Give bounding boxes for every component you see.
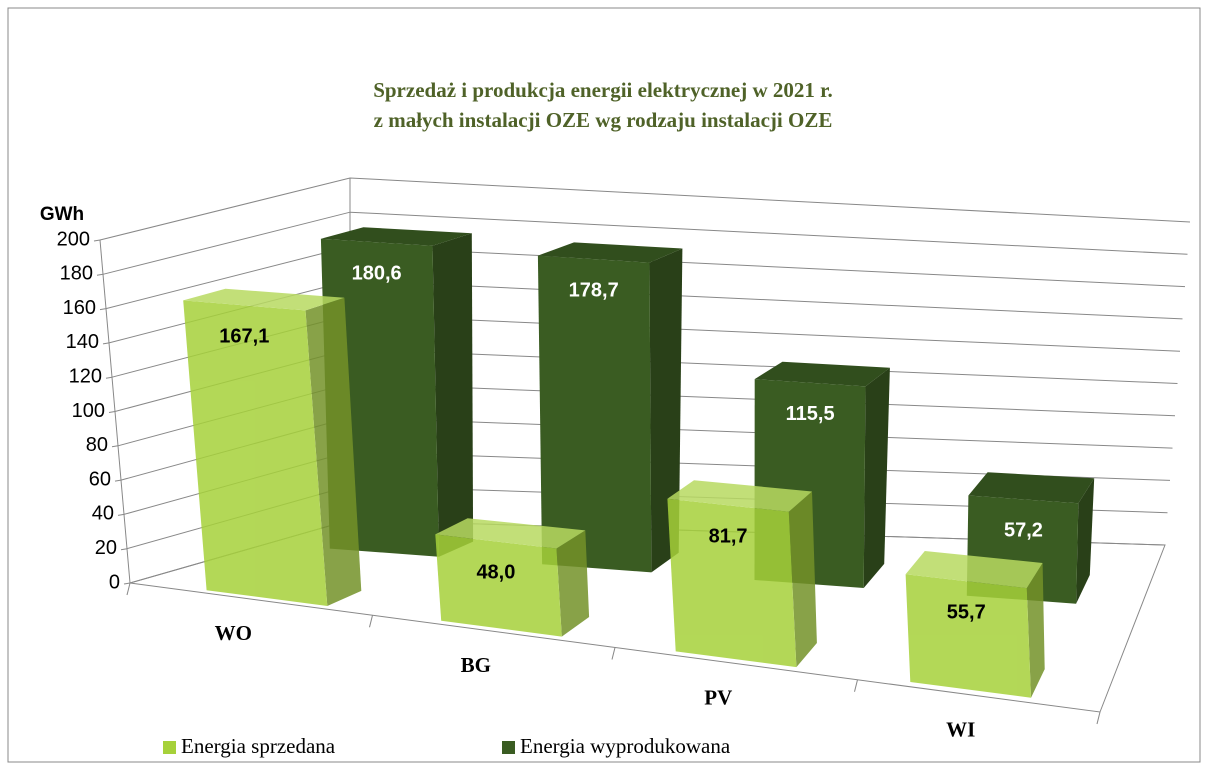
- y-tick-label: 200: [57, 228, 90, 250]
- data-label: 57,2: [1004, 520, 1043, 542]
- y-tick-label: 140: [66, 331, 99, 353]
- y-tick-label: 20: [95, 537, 117, 559]
- x-tick-mark: [611, 647, 616, 660]
- data-label: 178,7: [569, 279, 619, 301]
- x-tick-label: WO: [215, 621, 252, 645]
- bars: 180,6 178,7 115,5 57,2 167,1 48,0 81,7 55,7: [183, 227, 1095, 698]
- chart-title: z małych instalacji OZE wg rodzaju insta…: [374, 108, 833, 132]
- bar-front: [537, 255, 652, 573]
- y-tick-mark: [111, 445, 119, 448]
- chart-title: Sprzedaż i produkcja energii elektryczne…: [373, 78, 833, 102]
- y-tick-label: 40: [92, 503, 114, 525]
- y-tick-label: 120: [69, 365, 102, 387]
- bar: [435, 518, 590, 637]
- data-label: 55,7: [947, 601, 986, 623]
- bar-front: [183, 300, 328, 606]
- y-tick-mark: [120, 548, 128, 551]
- data-label: 81,7: [709, 526, 748, 548]
- y-tick-mark: [96, 273, 104, 276]
- bar-side: [788, 491, 817, 668]
- bar-front: [905, 574, 1031, 698]
- legend-label: Energia wyprodukowana: [520, 734, 731, 758]
- bar: [537, 242, 683, 573]
- axis-line: [99, 239, 131, 584]
- bar-side: [863, 367, 890, 588]
- bar-side: [1026, 563, 1045, 698]
- y-tick-label: 180: [60, 263, 93, 285]
- x-tick-label: PV: [704, 685, 732, 709]
- y-tick-label: 80: [86, 434, 108, 456]
- bar-side: [432, 233, 474, 557]
- bar-top: [905, 551, 1043, 589]
- bar-side: [649, 248, 683, 573]
- y-tick-mark: [117, 513, 125, 516]
- y-tick-mark: [114, 479, 122, 482]
- legend-swatch: [502, 741, 515, 754]
- y-axis-label: GWh: [40, 204, 84, 225]
- bar-top: [537, 242, 683, 263]
- x-tick-mark: [854, 679, 858, 692]
- y-tick-mark: [108, 411, 116, 413]
- y-tick-label: 60: [89, 468, 111, 490]
- y-tick-label: 0: [109, 571, 120, 593]
- y-tick-mark: [102, 342, 110, 345]
- bar-front: [435, 534, 562, 637]
- bar-side: [305, 297, 362, 606]
- bar-top: [667, 480, 812, 512]
- x-tick-label: WI: [946, 718, 975, 742]
- x-tick-mark: [126, 582, 131, 596]
- data-label: 167,1: [219, 326, 269, 348]
- y-tick-mark: [105, 376, 113, 379]
- data-label: 48,0: [476, 562, 515, 584]
- data-label: 115,5: [786, 403, 835, 425]
- legend-label: Energia sprzedana: [181, 734, 336, 758]
- y-tick-label: 160: [63, 297, 96, 319]
- y-tick-mark: [99, 308, 107, 311]
- bar: [183, 288, 362, 606]
- bar-top: [183, 288, 345, 311]
- bar-top: [435, 518, 586, 549]
- bar-top: [754, 361, 890, 387]
- y-tick-label: 100: [72, 400, 105, 422]
- x-tick-mark: [369, 615, 373, 628]
- y-tick-mark: [93, 239, 101, 242]
- x-tick-label: BG: [461, 653, 491, 677]
- y-tick-mark: [123, 582, 131, 585]
- bar: [667, 480, 817, 668]
- bar-top: [320, 227, 472, 246]
- x-tick-mark: [1096, 711, 1101, 725]
- bar-front: [667, 498, 797, 668]
- legend-swatch: [163, 741, 176, 754]
- bar-top: [968, 472, 1095, 504]
- bar-side: [556, 530, 590, 637]
- bar-side: [1076, 478, 1095, 604]
- data-label: 180,6: [352, 263, 402, 285]
- legend: Energia sprzedana Energia wyprodukowana: [163, 734, 731, 758]
- bar: [905, 551, 1045, 698]
